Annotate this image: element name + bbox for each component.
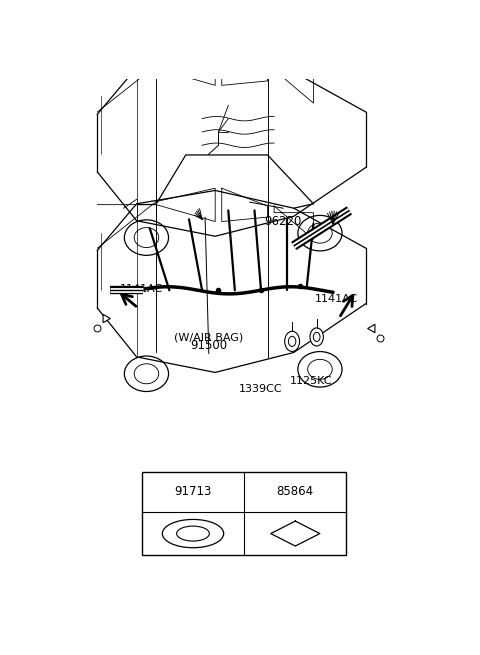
Text: 91713: 91713	[174, 485, 212, 498]
Ellipse shape	[134, 364, 159, 384]
Text: 91500: 91500	[190, 339, 228, 352]
Text: 96220: 96220	[264, 215, 302, 228]
Ellipse shape	[177, 526, 209, 541]
Ellipse shape	[308, 360, 332, 379]
Text: 1141AC: 1141AC	[120, 284, 163, 294]
Ellipse shape	[298, 215, 342, 251]
Ellipse shape	[124, 356, 168, 392]
Ellipse shape	[298, 352, 342, 387]
Ellipse shape	[162, 519, 224, 548]
Text: (W/AIR BAG): (W/AIR BAG)	[174, 332, 243, 343]
Circle shape	[313, 332, 320, 341]
Bar	[142, 472, 347, 555]
Text: 1141AC: 1141AC	[314, 294, 358, 304]
Circle shape	[285, 331, 300, 352]
Text: 1125KC: 1125KC	[290, 376, 332, 386]
Ellipse shape	[124, 220, 168, 255]
Circle shape	[288, 336, 296, 346]
Ellipse shape	[134, 227, 159, 248]
Text: 85864: 85864	[277, 485, 314, 498]
Circle shape	[310, 328, 324, 346]
Ellipse shape	[308, 223, 332, 243]
Text: 1339CC: 1339CC	[239, 384, 283, 394]
